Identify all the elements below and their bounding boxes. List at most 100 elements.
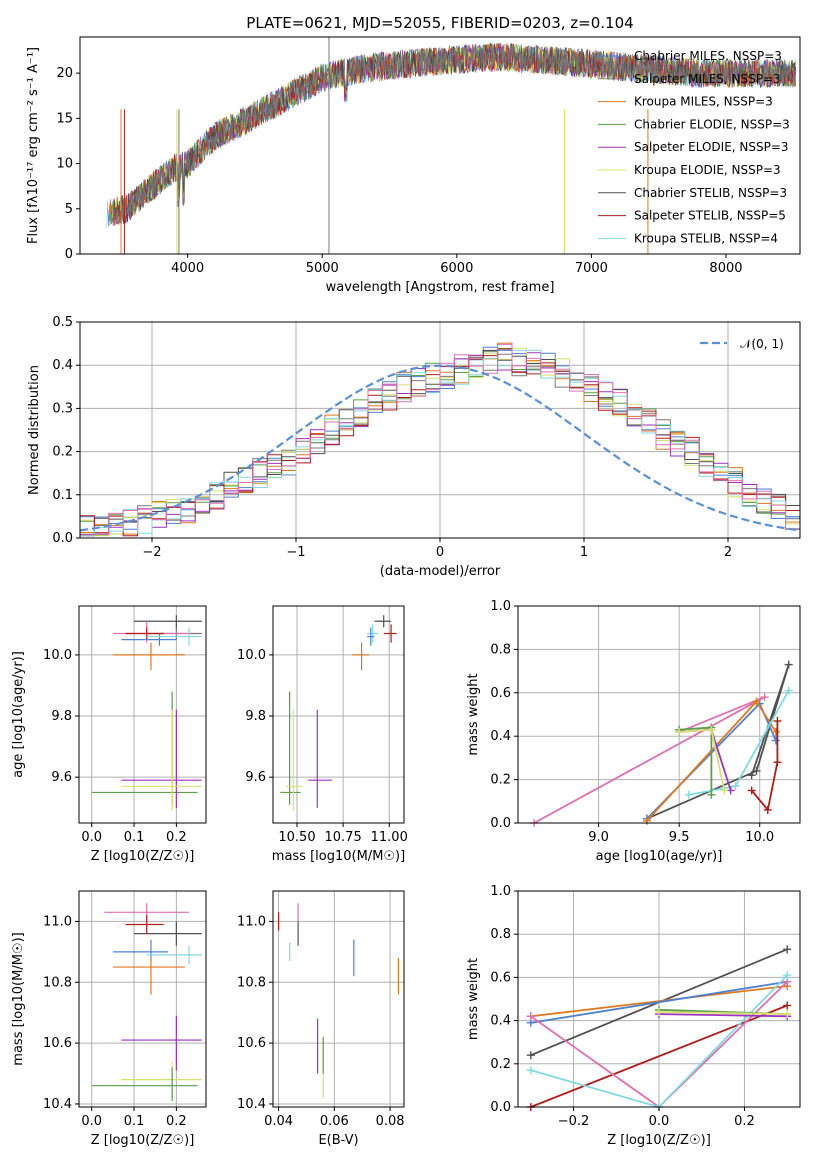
y-axis-label: mass weight bbox=[466, 958, 481, 1040]
axes-frame bbox=[78, 890, 207, 1108]
data-point bbox=[146, 627, 202, 646]
legend-entry: Chabrier ELODIE, NSSP=3 bbox=[634, 117, 790, 131]
weight-series bbox=[747, 717, 782, 814]
y-tick-label: 0.6 bbox=[490, 686, 511, 701]
weight-series bbox=[684, 686, 793, 799]
x-tick-label: 0.1 bbox=[124, 1114, 145, 1129]
data-point bbox=[367, 627, 375, 646]
age_vs_mass-panel: 10.50 10.75 11.00 9.6 9.8 10.0 mass [log10(M/M… bbox=[237, 605, 408, 864]
data-point bbox=[125, 915, 164, 934]
data-point bbox=[112, 939, 168, 961]
y-tick-label: 9.8 bbox=[245, 709, 266, 724]
weight-series bbox=[655, 1007, 792, 1019]
data-point bbox=[374, 615, 392, 628]
axes-frame bbox=[272, 890, 405, 1108]
x-axis-label: (data-model)/error bbox=[380, 564, 501, 579]
x-axis-label: Z [log10(Z/Z☉)] bbox=[607, 1133, 711, 1148]
y-tick-label: 0.6 bbox=[490, 970, 511, 985]
y-tick-label: 20 bbox=[56, 66, 73, 81]
data-point bbox=[121, 709, 202, 811]
axes-frame bbox=[272, 605, 405, 824]
y-tick-label: 9.8 bbox=[51, 709, 72, 724]
chart-title: PLATE=0621, MJD=52055, FIBERID=0203, z=0… bbox=[246, 14, 633, 32]
x-tick-label: 0.2 bbox=[166, 1114, 187, 1129]
x-tick-label: 0.0 bbox=[81, 830, 102, 845]
y-tick-label: 10.0 bbox=[237, 648, 266, 663]
x-tick-label: 10.0 bbox=[745, 830, 774, 845]
y-axis-label: Normed distribution bbox=[27, 365, 42, 495]
y-tick-label: 0 bbox=[65, 247, 73, 262]
x-tick-label: 0.08 bbox=[376, 1114, 405, 1129]
x-tick-label: 0.2 bbox=[734, 1114, 755, 1129]
mass_vs_ebv-panel: 0.04 0.06 0.08 10.4 10.6 10.8 11.0 E(B-V) bbox=[237, 890, 405, 1148]
y-tick-label: 0.8 bbox=[490, 642, 511, 657]
y-tick-label: 10.8 bbox=[43, 975, 72, 990]
legend-entry: Kroupa MILES, NSSP=3 bbox=[634, 95, 773, 109]
legend-entry: Salpeter MILES, NSSP=3 bbox=[634, 72, 781, 86]
weight_vs_age-panel: 9.0 9.5 10.0 0.0 0.2 0.4 0.6 0.8 1.0 age [log10(a… bbox=[466, 599, 801, 864]
y-axis-label: mass weight bbox=[466, 673, 481, 755]
y-tick-label: 0.0 bbox=[490, 816, 511, 831]
x-tick-label: 8000 bbox=[709, 261, 742, 276]
y-tick-label: 10 bbox=[56, 157, 73, 172]
data-point bbox=[146, 945, 202, 965]
x-tick-label: 6000 bbox=[440, 261, 473, 276]
x-tick-label: 0 bbox=[436, 545, 444, 560]
spectrum-panel: PLATE=0621, MJD=52055, FIBERID=0203, z=0… bbox=[26, 14, 801, 295]
y-tick-label: 10.4 bbox=[43, 1097, 72, 1112]
weight-line bbox=[646, 664, 790, 820]
x-tick-label: 0.0 bbox=[649, 1114, 670, 1129]
x-tick-label: 2 bbox=[724, 545, 732, 560]
data-point bbox=[121, 709, 202, 808]
weight_vs_Z-panel: −0.2 0.0 0.2 0.0 0.2 0.4 0.6 0.8 1.0 Z [log10(Z/Z… bbox=[466, 884, 801, 1148]
data-point bbox=[91, 691, 198, 805]
y-tick-label: 11.0 bbox=[43, 914, 72, 929]
x-tick-label: 0.04 bbox=[264, 1114, 293, 1129]
weight-line bbox=[751, 721, 779, 813]
data-point bbox=[121, 1015, 202, 1071]
weight-series bbox=[642, 697, 780, 825]
data-point bbox=[121, 1061, 202, 1098]
x-tick-label: 11.00 bbox=[371, 830, 408, 845]
axes-frame bbox=[78, 605, 207, 824]
spectrum-series-line bbox=[115, 42, 797, 225]
y-tick-label: 9.6 bbox=[51, 770, 72, 785]
histogram-series bbox=[80, 343, 800, 538]
x-tick-label: 9.0 bbox=[588, 830, 609, 845]
y-tick-label: 10.8 bbox=[237, 975, 266, 990]
x-axis-label: Z [log10(Z/Z☉)] bbox=[91, 1133, 195, 1148]
x-axis-label: mass [log10(M/M☉)] bbox=[272, 849, 405, 864]
x-tick-label: 10.50 bbox=[278, 830, 315, 845]
weight-series bbox=[675, 725, 729, 795]
data-point bbox=[134, 921, 202, 946]
x-tick-label: 4000 bbox=[171, 261, 204, 276]
y-tick-label: 0.0 bbox=[490, 1100, 511, 1115]
x-tick-label: 1 bbox=[580, 545, 588, 560]
data-point bbox=[352, 642, 369, 671]
data-point bbox=[91, 1067, 198, 1101]
data-point bbox=[367, 624, 379, 643]
y-axis-label: Flux [fλ10⁻¹⁷ erg cm⁻² s⁻¹ A⁻¹] bbox=[26, 47, 41, 244]
x-tick-label: 9.5 bbox=[669, 830, 690, 845]
data-point bbox=[112, 642, 185, 671]
x-tick-label: −0.2 bbox=[558, 1114, 590, 1129]
data-point bbox=[112, 957, 185, 995]
x-tick-label: 0.1 bbox=[124, 830, 145, 845]
legend-entry: Kroupa STELIB, NSSP=4 bbox=[634, 231, 778, 245]
legend-entry: Chabrier MILES, NSSP=3 bbox=[634, 49, 782, 63]
x-axis-label: age [log10(age/yr)] bbox=[596, 849, 723, 864]
residual-panel: −2 −1 0 1 2 0.0 0.1 0.2 0.3 0.4 0.5 (data-model)/er… bbox=[27, 315, 801, 579]
x-tick-label: 7000 bbox=[575, 261, 608, 276]
data-point bbox=[308, 709, 333, 808]
y-tick-label: 0.2 bbox=[52, 445, 73, 460]
spectrum-lines bbox=[106, 37, 797, 254]
data-point bbox=[285, 709, 303, 811]
data-point bbox=[121, 633, 177, 646]
mass_vs_Z-panel: 0.0 0.1 0.2 10.4 10.6 10.8 11.0 Z [log10(Z/Z☉)]… bbox=[11, 890, 207, 1148]
y-tick-label: 0.8 bbox=[490, 927, 511, 942]
legend-entry: Chabrier STELIB, NSSP=3 bbox=[634, 186, 787, 200]
weight-line bbox=[658, 1013, 788, 1018]
weight-line bbox=[530, 980, 788, 1024]
data-point bbox=[383, 624, 397, 643]
